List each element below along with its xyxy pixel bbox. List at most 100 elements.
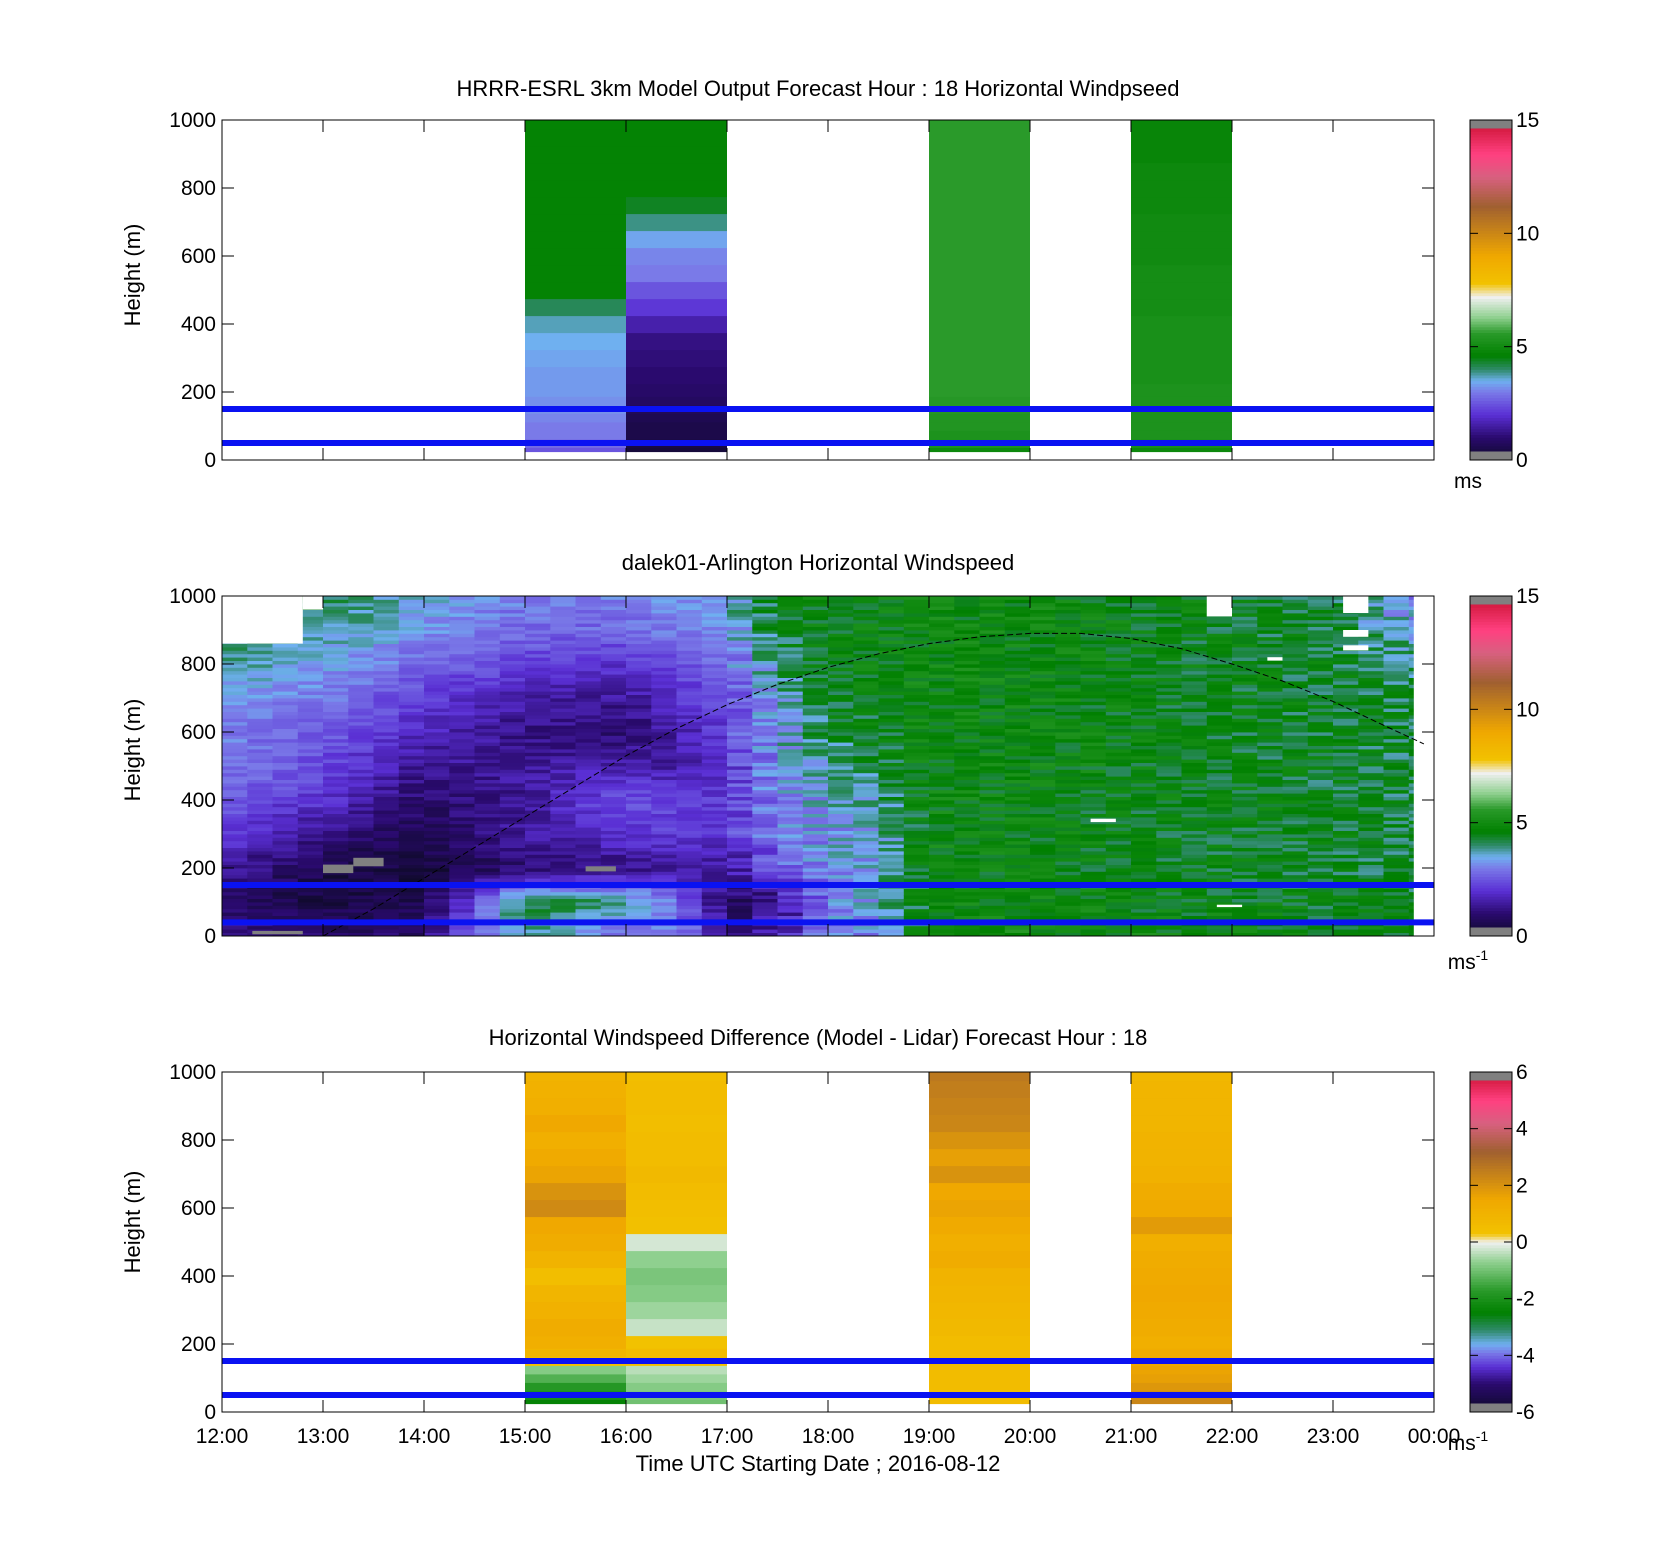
heat-cell [626, 421, 727, 431]
heat-cell [752, 908, 778, 913]
heat-cell [1030, 789, 1056, 794]
colorbar-segment [1470, 338, 1512, 342]
heat-cell [323, 902, 349, 906]
heat-cell [600, 806, 627, 811]
heat-cell [1105, 718, 1132, 723]
heat-cell [398, 613, 425, 617]
heat-cell [222, 789, 248, 794]
heat-cell [247, 932, 273, 937]
heat-cell [1307, 694, 1334, 699]
heat-cell [575, 793, 602, 797]
heat-cell [323, 704, 349, 709]
heat-cell [398, 667, 425, 672]
heat-cell [626, 213, 727, 232]
heat-cell [297, 613, 324, 617]
heat-cell [1080, 660, 1107, 665]
heat-cell [929, 915, 955, 920]
heat-cell [954, 820, 980, 825]
heat-cell [1181, 633, 1208, 638]
heat-cell [1257, 786, 1283, 791]
heat-cell [348, 596, 374, 600]
heat-cell [1206, 664, 1233, 668]
heat-cell [929, 891, 955, 896]
heat-cell [424, 660, 450, 665]
heat-cell [474, 827, 501, 831]
heat-cell [1206, 800, 1233, 804]
heat-cell [1383, 878, 1410, 882]
heat-cell [1383, 837, 1410, 842]
heat-cell [1282, 844, 1309, 848]
heat-cell [777, 871, 804, 876]
heat-cell [1232, 796, 1258, 801]
heat-cell [676, 609, 703, 614]
heat-cell [525, 413, 626, 423]
heat-cell [499, 749, 526, 753]
heat-cell [701, 813, 728, 818]
heat-cell [1307, 742, 1334, 746]
heat-cell [1307, 932, 1334, 937]
heat-cell [878, 847, 905, 852]
heat-cell [651, 650, 677, 655]
heat-cell [626, 396, 727, 406]
heat-cell [1282, 708, 1309, 712]
heat-cell [1358, 908, 1384, 913]
heat-cell [1131, 650, 1157, 655]
heat-cell [1055, 844, 1081, 848]
heat-cell [802, 643, 829, 648]
heat-cell [954, 864, 980, 869]
heat-cell [1206, 844, 1233, 848]
heat-cell [1307, 664, 1334, 668]
heat-cell [373, 915, 400, 920]
heat-cell [1307, 830, 1334, 835]
heat-cell [1232, 752, 1258, 757]
heat-cell [575, 704, 602, 709]
heat-cell [247, 783, 273, 787]
heat-cell [853, 834, 879, 838]
heat-cell [499, 755, 526, 760]
heat-cell [1181, 813, 1208, 818]
colorbar-segment [1470, 383, 1512, 387]
heat-cell [954, 602, 980, 607]
heat-cell [474, 698, 501, 702]
heat-cell [1282, 820, 1309, 825]
heat-cell [651, 789, 677, 794]
heat-cell [752, 932, 778, 937]
heat-cell [1232, 684, 1258, 689]
heat-cell [348, 742, 374, 746]
heat-cell [954, 619, 980, 624]
heat-cell [1181, 657, 1208, 661]
heat-cell [878, 874, 905, 879]
heat-cell [499, 793, 526, 797]
heat-cell [600, 660, 627, 665]
heat-cell [626, 698, 652, 702]
heat-cell [1131, 120, 1232, 130]
heat-cell [1105, 670, 1132, 675]
heat-cell [323, 796, 349, 801]
heat-cell [954, 735, 980, 740]
heat-cell [828, 847, 854, 852]
heat-cell [1358, 871, 1384, 876]
heat-cell [1156, 837, 1182, 842]
heat-cell [1232, 776, 1258, 780]
heat-cell [1383, 762, 1410, 767]
heat-cell [373, 704, 400, 709]
heat-cell [1131, 912, 1157, 916]
heat-cell [449, 755, 475, 760]
heat-cell [272, 874, 299, 879]
heat-cell [878, 762, 905, 767]
heat-cell [474, 596, 501, 600]
heat-cell [323, 827, 349, 831]
heat-cell [398, 660, 425, 665]
heat-cell [727, 840, 753, 845]
heat-cell [373, 820, 400, 825]
heat-cell [1030, 929, 1056, 933]
heat-cell [550, 732, 576, 736]
heat-cell [550, 698, 576, 702]
heat-cell [954, 732, 980, 736]
colorbar-segment [1470, 168, 1512, 172]
heat-cell [979, 667, 1006, 672]
heat-cell [575, 823, 602, 828]
heat-cell [651, 898, 677, 903]
heat-cell [1358, 796, 1384, 801]
heat-cell [272, 755, 299, 760]
